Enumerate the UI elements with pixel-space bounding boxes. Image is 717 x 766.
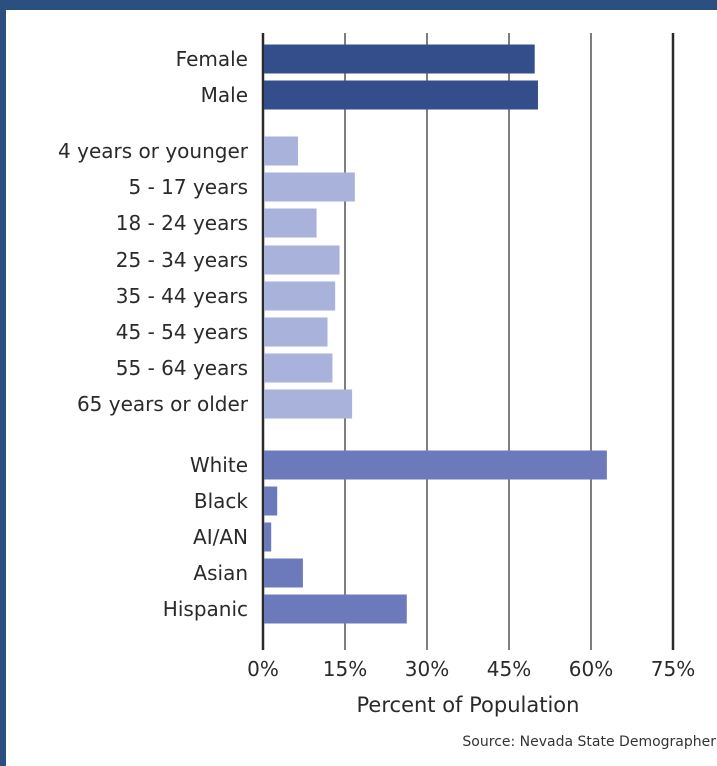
category-label: 18 - 24 years (116, 211, 248, 235)
category-label: 25 - 34 years (116, 248, 248, 272)
category-label: Black (194, 489, 249, 513)
x-tick-label: 45% (487, 657, 531, 681)
x-tick-label: 75% (651, 657, 695, 681)
bar (264, 558, 303, 588)
x-tick-labels: 0% 15% 30% 45% 60% 75% (247, 657, 695, 681)
category-label: Hispanic (163, 597, 248, 621)
category-labels: Female Male 4 years or younger 5 - 17 years… (58, 47, 249, 621)
bar (264, 281, 336, 311)
bar (264, 389, 353, 419)
bar (264, 80, 538, 110)
category-label: 55 - 64 years (116, 356, 248, 380)
category-label: 45 - 54 years (116, 320, 248, 344)
x-tick-label: 60% (569, 657, 613, 681)
bar (264, 450, 607, 480)
bar (264, 136, 298, 166)
category-label: 35 - 44 years (116, 284, 248, 308)
category-label: AI/AN (193, 525, 248, 549)
bars (264, 44, 607, 624)
bar (264, 486, 278, 516)
bar (264, 317, 328, 347)
bar (264, 353, 333, 383)
bar (264, 594, 407, 624)
frame-top-border (0, 0, 717, 10)
bar (264, 245, 340, 275)
bar (264, 172, 355, 202)
category-label: Female (176, 47, 248, 71)
category-label: 65 years or older (77, 392, 249, 416)
x-axis-title: Percent of Population (357, 693, 580, 717)
bar (264, 208, 317, 238)
category-label: 4 years or younger (58, 139, 249, 163)
x-tick-label: 30% (405, 657, 449, 681)
x-tick-label: 0% (247, 657, 279, 681)
category-label: Asian (193, 561, 248, 585)
category-label: Male (201, 83, 248, 107)
x-tick-label: 15% (323, 657, 367, 681)
frame-left-border (0, 0, 6, 766)
gridlines (261, 33, 675, 650)
category-label: White (190, 453, 248, 477)
category-label: 5 - 17 years (128, 175, 248, 199)
bar (264, 44, 535, 74)
bar (264, 522, 272, 552)
source-note: Source: Nevada State Demographer (462, 734, 716, 750)
